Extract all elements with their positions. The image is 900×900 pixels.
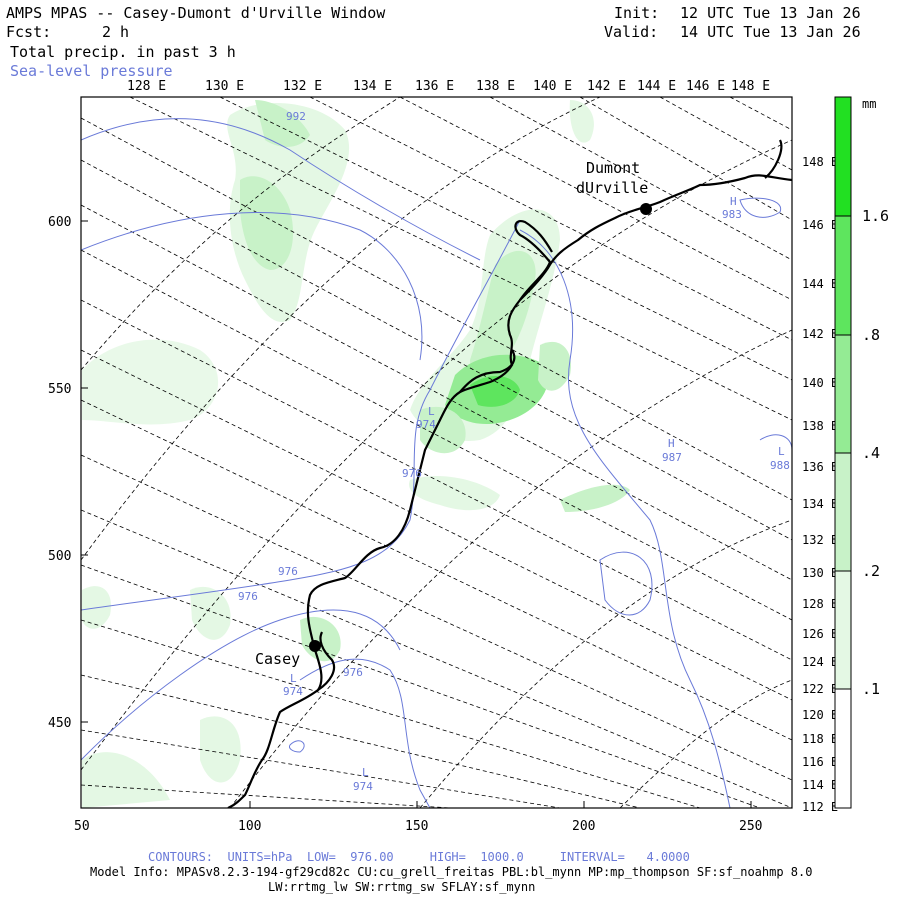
lon-label-right: 148 E	[802, 155, 838, 169]
y-grid-label: 550	[48, 382, 71, 397]
lon-label-top: 146 E	[686, 79, 725, 94]
top-longitude-labels: 128 E 130 E 132 E 134 E 136 E 138 E 140 …	[127, 79, 770, 94]
valid-label: Valid:	[604, 23, 659, 41]
station-casey: Casey	[255, 650, 300, 668]
lon-label-top: 130 E	[205, 79, 244, 94]
valid-value: 14 UTC Tue 13 Jan 26	[680, 23, 861, 41]
y-grid-label: 450	[48, 716, 71, 731]
field-precip-label: Total precip. in past 3 h	[10, 43, 236, 61]
y-grid-label: 600	[48, 215, 71, 230]
isobar-label: 983	[722, 208, 742, 221]
lon-label-right: 134 E	[802, 497, 838, 511]
x-grid-label: 150	[405, 819, 428, 834]
lon-label-right: 130 E	[802, 566, 838, 580]
colorbar-level: .2	[862, 562, 880, 580]
dumont-durville-marker	[640, 203, 652, 215]
lon-label-top: 140 E	[533, 79, 572, 94]
lon-label-right: 124 E	[802, 655, 838, 669]
colorbar-level: 1.6	[862, 207, 889, 225]
lon-label-top: 138 E	[476, 79, 515, 94]
lon-label-right: 116 E	[802, 755, 838, 769]
lon-label-right: 136 E	[802, 460, 838, 474]
lon-label-right: 140 E	[802, 376, 838, 390]
precip-colorbar	[834, 96, 852, 809]
lon-label-right: 120 E	[802, 708, 838, 722]
lon-label-right: 138 E	[802, 419, 838, 433]
isobar-label: 974	[283, 685, 303, 698]
station-dumont-line2: dUrville	[576, 179, 648, 197]
lon-label-right: 114 E	[802, 778, 838, 792]
lon-label-top: 142 E	[587, 79, 626, 94]
isobar-label: 974	[353, 780, 373, 793]
contours-info: CONTOURS: UNITS=hPa LOW= 976.00 HIGH= 10…	[148, 850, 690, 864]
colorbar-level: .4	[862, 444, 880, 462]
isobar-label: 976	[278, 565, 298, 578]
lon-label-top: 128 E	[127, 79, 166, 94]
lon-label-top: 136 E	[415, 79, 454, 94]
lon-label-right: 146 E	[802, 218, 838, 232]
precip-shading	[82, 100, 630, 808]
pressure-center-group: H H L L L L	[290, 195, 785, 779]
init-value: 12 UTC Tue 13 Jan 26	[680, 4, 861, 22]
lon-label-top: 148 E	[731, 79, 770, 94]
x-grid-label: 200	[572, 819, 595, 834]
isobar-label: 992	[286, 110, 306, 123]
low-center: L	[778, 445, 785, 458]
high-center: H	[730, 195, 737, 208]
station-dumont-line1: Dumont	[586, 159, 640, 177]
lon-label-right: 132 E	[802, 533, 838, 547]
forecast-label: Fcst:	[6, 23, 52, 41]
x-grid-label: 250	[739, 819, 762, 834]
x-grid-label: 100	[238, 819, 261, 834]
field-slp-label: Sea-level pressure	[10, 62, 173, 80]
grid-labels: 600 550 500 450 50 100 150 200 250	[48, 215, 762, 834]
low-center: L	[290, 672, 297, 685]
isobars	[81, 118, 792, 808]
model-info: Model Info: MPASv8.2.3-194-gf29cd82c CU:…	[90, 865, 813, 879]
lon-label-right: 142 E	[802, 327, 838, 341]
isobar-label: 974	[416, 418, 436, 431]
right-longitude-labels: 148 E 146 E 144 E 142 E 140 E 138 E 136 …	[802, 155, 838, 814]
isobar-label: 988	[770, 459, 790, 472]
lon-label-right: 112 E	[802, 800, 838, 814]
colorbar-labels: mm .1 .2 .4 .8 1.6	[862, 97, 889, 698]
lon-label-top: 134 E	[353, 79, 392, 94]
lon-label-top: 144 E	[637, 79, 676, 94]
lon-label-right: 144 E	[802, 277, 838, 291]
casey-marker	[309, 640, 321, 652]
map-title: AMPS MPAS -- Casey-Dumont d'Urville Wind…	[6, 4, 386, 22]
lon-label-right: 122 E	[802, 682, 838, 696]
isobar-label-group: 992 983 987 988 976 976 976 976 974 974 …	[238, 110, 790, 793]
axis-ticks	[80, 220, 752, 808]
lon-label-right: 128 E	[802, 597, 838, 611]
lon-label-right: 126 E	[802, 627, 838, 641]
coastline	[227, 139, 792, 808]
colorbar-unit: mm	[862, 97, 876, 111]
colorbar-level: .8	[862, 326, 880, 344]
graticule	[81, 97, 792, 808]
forecast-value: 2 h	[102, 23, 130, 41]
lon-label-top: 132 E	[283, 79, 322, 94]
colorbar-level: .1	[862, 680, 880, 698]
init-label: Init:	[614, 4, 660, 22]
isobar-label: 987	[662, 451, 682, 464]
isobar-label: 976	[343, 666, 363, 679]
x-grid-label: 50	[74, 819, 90, 834]
map-frame	[80, 96, 793, 809]
lon-label-right: 118 E	[802, 732, 838, 746]
y-grid-label: 500	[48, 549, 71, 564]
isobar-label: 976	[238, 590, 258, 603]
isobar-label: 976	[402, 467, 422, 480]
low-center: L	[428, 405, 435, 418]
model-info-physics: LW:rrtmg_lw SW:rrtmg_sw SFLAY:sf_mynn	[268, 880, 536, 894]
low-center: L	[362, 766, 369, 779]
high-center: H	[668, 437, 675, 450]
